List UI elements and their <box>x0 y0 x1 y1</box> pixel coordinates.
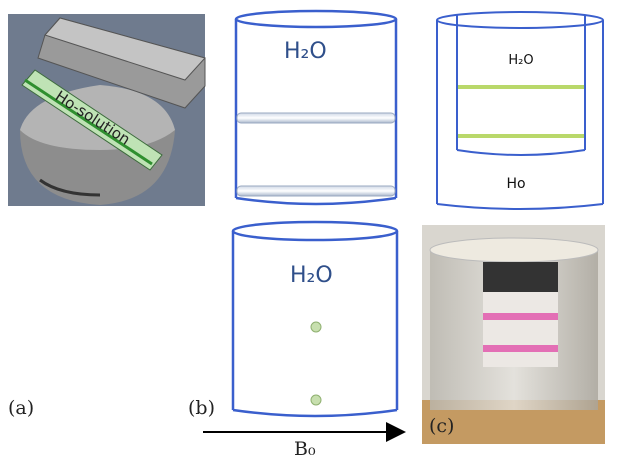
figure: Ho-solution H₂O H₂O Ho H₂O <box>0 0 620 464</box>
ring <box>458 85 584 89</box>
water-label: H₂O <box>290 263 333 288</box>
panel-label: (a) <box>8 397 34 419</box>
inner-label: H₂O <box>508 53 533 68</box>
dot <box>311 395 321 405</box>
dot <box>311 322 321 332</box>
cylinder-b-bottom <box>233 222 397 416</box>
water-label: H₂O <box>284 39 327 64</box>
field-label: B₀ <box>294 438 316 460</box>
photo-c <box>422 225 605 444</box>
panel-label: (b) <box>188 397 215 419</box>
tube <box>237 186 395 196</box>
tube <box>237 113 395 123</box>
ring <box>458 134 584 138</box>
panel-a-render: Ho-solution <box>8 14 205 206</box>
panel-label: (c) <box>429 415 454 437</box>
outer-label: Ho <box>506 176 525 192</box>
